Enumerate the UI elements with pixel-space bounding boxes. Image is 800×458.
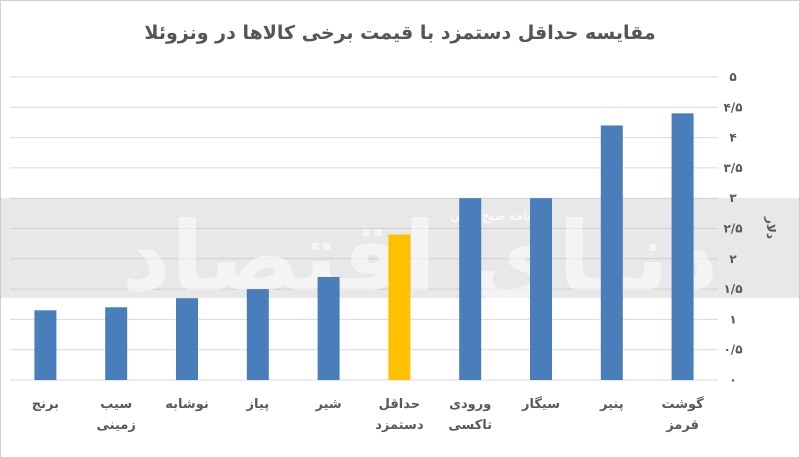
x-axis-labels: گوشت قرمز پنیر سیگار ورودی تاکسی حداقل دستمزد شی…	[32, 396, 704, 433]
x-tick-label: قرمز	[665, 418, 699, 433]
bar	[105, 307, 128, 380]
y-tick-label: ۳	[729, 191, 737, 205]
bar	[671, 113, 694, 381]
x-tick-label: نوشابه	[165, 397, 208, 412]
y-tick-label: ۱/۵	[723, 282, 742, 296]
y-tick-label: ۰/۵	[723, 343, 742, 357]
y-axis-label: دلار	[764, 216, 778, 239]
x-tick-label: برنج	[32, 397, 59, 412]
x-tick-label: سیب	[100, 397, 132, 412]
bar	[34, 310, 57, 380]
x-tick-label: تاکسی	[448, 418, 492, 433]
bar	[176, 298, 198, 380]
x-tick-label: پیاز	[246, 397, 270, 412]
chart-title: مقایسه حداقل دستمزد با قیمت برخی کالاها …	[144, 22, 656, 44]
x-tick-label: گوشت	[661, 396, 704, 412]
gridlines	[10, 76, 718, 381]
x-tick-label: دستمزد	[375, 418, 424, 433]
bar	[600, 125, 623, 380]
y-tick-label: ۰	[729, 373, 736, 387]
bar	[530, 198, 552, 380]
watermark-logo: دنیای اقتصاد	[122, 201, 719, 313]
bar	[317, 276, 340, 380]
y-axis-ticks: ۰ ۰/۵ ۱ ۱/۵ ۲ ۲/۵ ۳ ۳/۵ ۴ ۴/۵ ۵	[723, 70, 742, 387]
y-tick-label: ۲	[729, 252, 737, 266]
bars	[34, 113, 694, 381]
y-tick-label: ۴/۵	[723, 100, 742, 114]
bar	[246, 289, 269, 380]
y-tick-label: ۵	[729, 70, 736, 84]
x-tick-label: سیگار	[521, 396, 560, 412]
x-tick-label: زمینی	[97, 418, 136, 433]
y-tick-label: ۴	[729, 131, 736, 145]
x-tick-label: ورودی	[449, 397, 491, 412]
x-tick-label: پنیر	[599, 397, 624, 412]
x-tick-label: حداقل	[379, 397, 420, 412]
y-tick-label: ۲/۵	[723, 222, 742, 236]
bar	[388, 234, 411, 380]
x-tick-label: شیر	[315, 397, 342, 412]
y-tick-label: ۱	[729, 312, 736, 326]
bar	[459, 198, 482, 380]
y-tick-label: ۳/۵	[723, 161, 742, 175]
